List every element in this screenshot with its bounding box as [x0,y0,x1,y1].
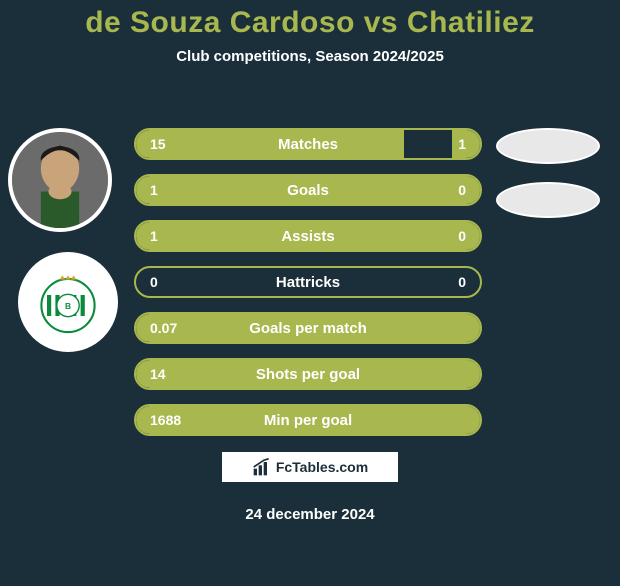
stat-label: Min per goal [136,412,480,429]
player2-club-placeholder [496,182,600,218]
stat-label: Goals per match [136,320,480,337]
stat-label: Assists [136,228,480,245]
brand-watermark: FcTables.com [220,450,400,484]
stat-right-value: 1 [458,136,466,152]
player1-avatar [8,128,112,232]
stat-right-value: 0 [458,182,466,198]
stat-label: Shots per goal [136,366,480,383]
page-title: de Souza Cardoso vs Chatiliez [0,6,620,40]
stat-row: 15Matches1 [134,128,482,160]
stat-right-value: 0 [458,274,466,290]
title-text: de Souza Cardoso vs Chatiliez [85,6,535,39]
player1-avatar-placeholder-icon [12,132,108,228]
stats-comparison: 15Matches11Goals01Assists00Hattricks00.0… [134,128,482,450]
player1-club-badge: B [18,252,118,352]
stat-row: 0.07Goals per match [134,312,482,344]
stat-row: 14Shots per goal [134,358,482,390]
stat-label: Goals [136,182,480,199]
stat-row: 1Assists0 [134,220,482,252]
brand-text: FcTables.com [276,459,368,475]
date-text: 24 december 2024 [245,506,374,523]
brand-chart-icon [252,457,272,477]
comparison-date: 24 december 2024 [245,506,374,523]
stat-label: Matches [136,136,480,153]
stat-row: 0Hattricks0 [134,266,482,298]
stat-right-value: 0 [458,228,466,244]
stat-label: Hattricks [136,274,480,291]
svg-text:B: B [65,301,71,311]
right-player-column [496,128,606,236]
subtitle: Club competitions, Season 2024/2025 [0,48,620,65]
stat-row: 1688Min per goal [134,404,482,436]
subtitle-text: Club competitions, Season 2024/2025 [176,48,444,65]
stat-row: 1Goals0 [134,174,482,206]
left-player-column: B [8,128,118,352]
club-badge-icon: B [33,267,103,337]
player2-avatar-placeholder [496,128,600,164]
